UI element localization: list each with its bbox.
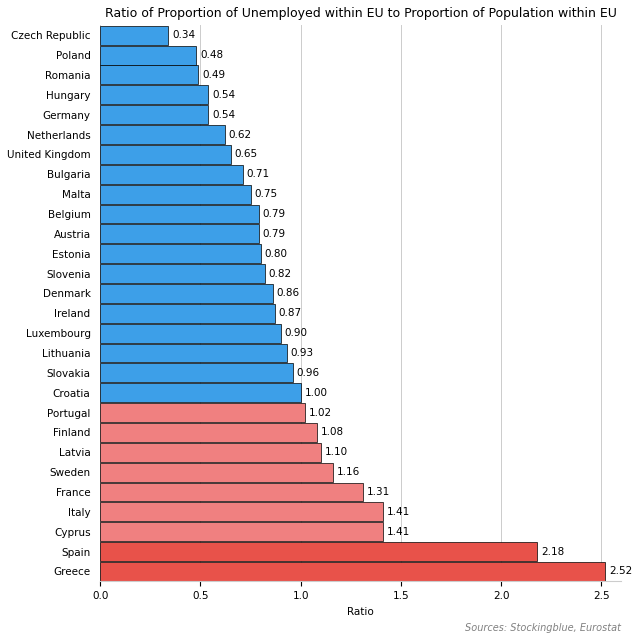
Text: 1.41: 1.41 — [387, 507, 410, 517]
Bar — [100, 364, 292, 382]
Bar — [100, 403, 305, 422]
Text: 1.00: 1.00 — [305, 388, 328, 397]
Bar — [100, 522, 383, 541]
Bar — [100, 185, 251, 204]
Bar — [100, 65, 198, 84]
Bar — [100, 423, 317, 442]
Bar — [100, 443, 321, 461]
Text: 0.71: 0.71 — [246, 169, 269, 179]
Text: 0.87: 0.87 — [278, 308, 301, 318]
Text: 0.86: 0.86 — [276, 289, 300, 298]
Text: 0.34: 0.34 — [172, 30, 196, 40]
Text: 0.93: 0.93 — [291, 348, 314, 358]
Text: 1.16: 1.16 — [337, 467, 360, 477]
Bar — [100, 562, 605, 581]
Bar — [100, 542, 537, 561]
Text: 2.18: 2.18 — [541, 547, 564, 557]
Bar — [100, 304, 275, 323]
Text: 0.54: 0.54 — [212, 109, 236, 120]
Text: 1.08: 1.08 — [321, 428, 344, 437]
Text: 1.41: 1.41 — [387, 527, 410, 537]
Bar — [100, 225, 259, 243]
Text: 0.65: 0.65 — [234, 149, 258, 159]
Title: Ratio of Proportion of Unemployed within EU to Proportion of Population within E: Ratio of Proportion of Unemployed within… — [105, 7, 617, 20]
Bar — [100, 463, 333, 481]
Bar — [100, 284, 273, 303]
Text: 0.80: 0.80 — [264, 249, 287, 259]
Text: 0.62: 0.62 — [228, 129, 252, 140]
Bar — [100, 145, 230, 164]
Text: 0.75: 0.75 — [255, 189, 278, 199]
Bar — [100, 324, 280, 342]
Text: 0.82: 0.82 — [269, 269, 292, 278]
Bar — [100, 45, 196, 65]
Bar — [100, 165, 243, 184]
Bar — [100, 205, 259, 223]
Bar — [100, 105, 209, 124]
Bar — [100, 26, 168, 45]
Text: 0.54: 0.54 — [212, 90, 236, 100]
Text: Sources: Stockingblue, Eurostat: Sources: Stockingblue, Eurostat — [465, 623, 621, 633]
Text: 0.90: 0.90 — [285, 328, 308, 338]
Text: 1.02: 1.02 — [308, 408, 332, 417]
X-axis label: Ratio: Ratio — [348, 607, 374, 617]
Bar — [100, 383, 301, 402]
Text: 0.48: 0.48 — [200, 50, 223, 60]
Bar — [100, 502, 383, 522]
Bar — [100, 244, 260, 263]
Text: 2.52: 2.52 — [609, 566, 632, 577]
Bar — [100, 483, 363, 502]
Text: 0.79: 0.79 — [262, 229, 285, 239]
Bar — [100, 344, 287, 362]
Text: 1.10: 1.10 — [324, 447, 348, 458]
Bar — [100, 125, 225, 144]
Text: 0.96: 0.96 — [297, 368, 320, 378]
Text: 0.79: 0.79 — [262, 209, 285, 219]
Bar — [100, 264, 264, 283]
Text: 0.49: 0.49 — [202, 70, 226, 80]
Bar — [100, 85, 209, 104]
Text: 1.31: 1.31 — [367, 487, 390, 497]
